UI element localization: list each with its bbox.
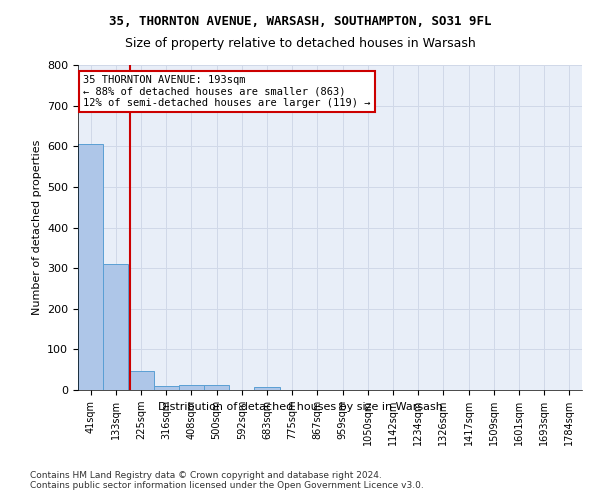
Y-axis label: Number of detached properties: Number of detached properties: [32, 140, 41, 315]
Text: Distribution of detached houses by size in Warsash: Distribution of detached houses by size …: [158, 402, 442, 412]
Text: Size of property relative to detached houses in Warsash: Size of property relative to detached ho…: [125, 38, 475, 51]
Bar: [103, 264, 128, 390]
Text: 35 THORNTON AVENUE: 193sqm
← 88% of detached houses are smaller (863)
12% of sem: 35 THORNTON AVENUE: 193sqm ← 88% of deta…: [83, 74, 371, 108]
Bar: [179, 385, 204, 390]
Text: Contains HM Land Registry data © Crown copyright and database right 2024.
Contai: Contains HM Land Registry data © Crown c…: [30, 470, 424, 490]
Bar: [154, 386, 179, 390]
Text: 35, THORNTON AVENUE, WARSASH, SOUTHAMPTON, SO31 9FL: 35, THORNTON AVENUE, WARSASH, SOUTHAMPTO…: [109, 15, 491, 28]
Bar: [204, 385, 229, 390]
Bar: [254, 387, 280, 390]
Bar: [78, 144, 103, 390]
Bar: [128, 370, 154, 390]
